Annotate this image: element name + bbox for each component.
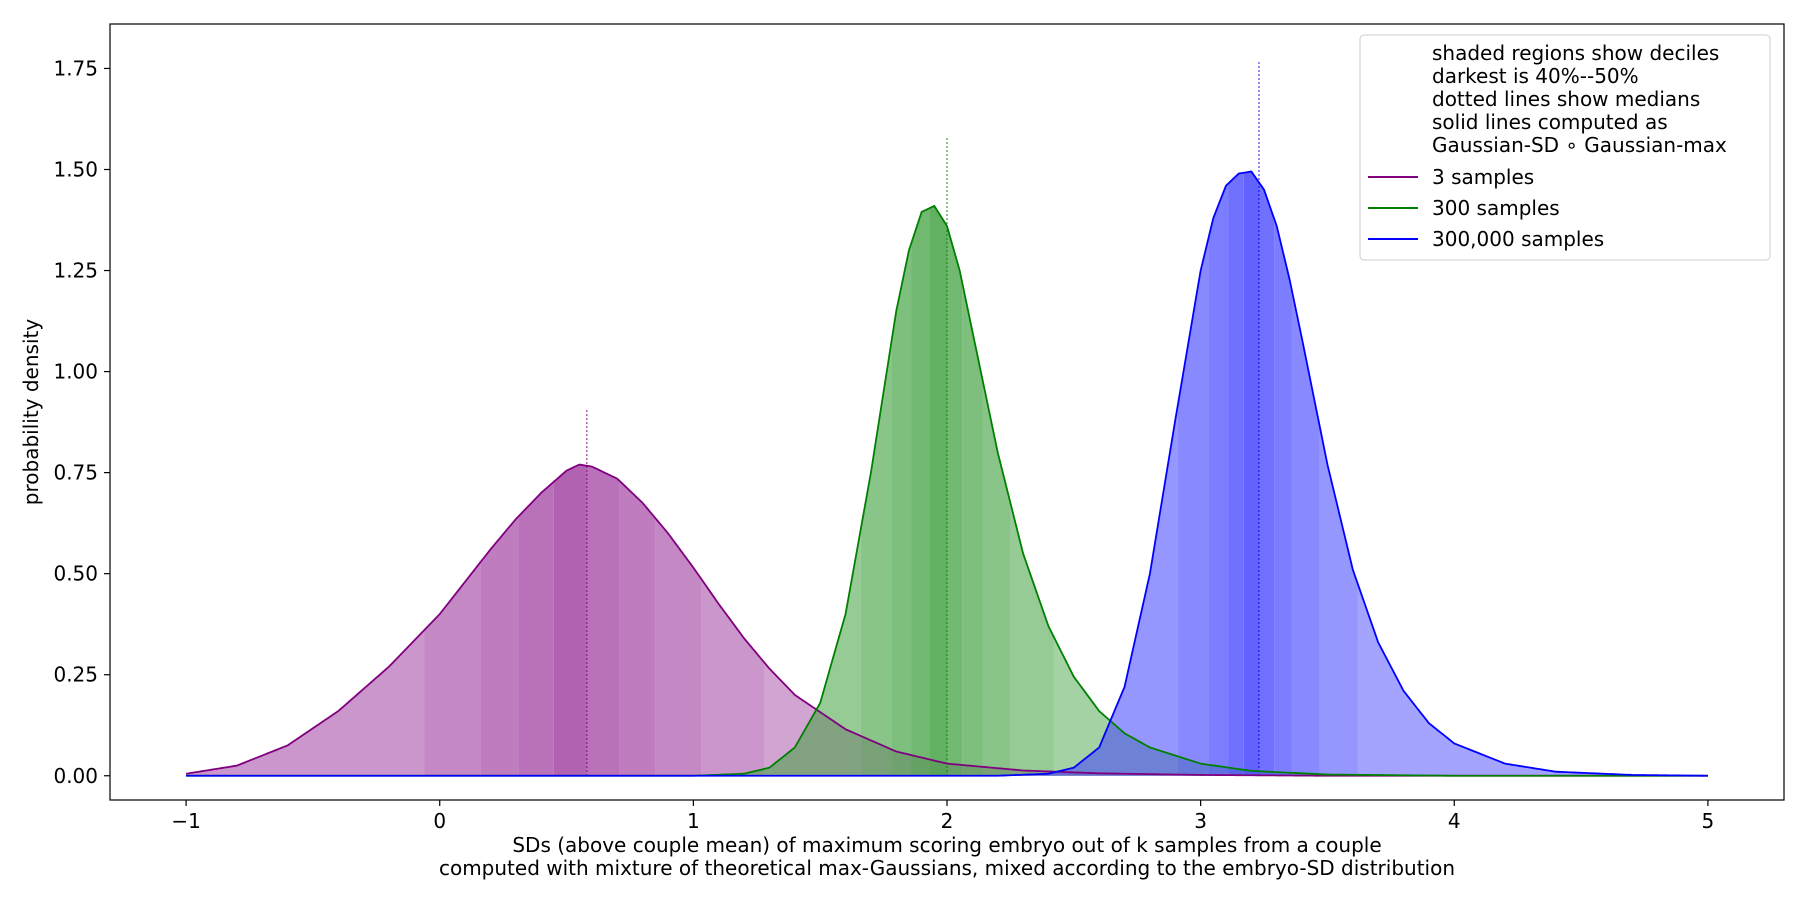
y-tick-label-0: 0.00: [53, 764, 98, 788]
300-000-samples-decile-9-band: [1319, 426, 1358, 776]
300-000-samples-decile-4-band: [1228, 172, 1244, 776]
300-000-samples-decile-2-band: [1177, 239, 1209, 776]
legend-note-4: solid lines computed as: [1432, 110, 1668, 134]
300-samples-decile-8-band: [982, 379, 1011, 776]
3-samples-decile-7-band: [619, 481, 656, 776]
legend-label-300-samples: 300 samples: [1432, 196, 1560, 220]
y-axis-label: probability density: [19, 319, 43, 506]
3-samples-decile-6-band: [586, 465, 620, 776]
300-samples-decile-6-band: [947, 226, 963, 776]
300-000-samples-decile-7-band: [1274, 218, 1292, 776]
300-samples-decile-9-band: [1010, 502, 1054, 776]
3-samples-decile-3-band: [480, 516, 519, 776]
300-000-samples-decile-6-band: [1258, 182, 1275, 776]
plot-area: [185, 62, 1708, 777]
300-samples-decile-1-band: [186, 529, 861, 776]
3-samples-decile-8-band: [655, 518, 701, 776]
3-samples-decile-4-band: [518, 481, 554, 776]
y-tick-label-4: 1.00: [53, 360, 98, 384]
x-tick-label-2: 1: [687, 809, 700, 833]
legend-note-2: darkest is 40%--50%: [1432, 64, 1639, 88]
legend: shaded regions show deciles darkest is 4…: [1359, 34, 1771, 261]
legend-label-3-samples: 3 samples: [1432, 165, 1534, 189]
legend-note-1: shaded regions show deciles: [1432, 41, 1719, 65]
y-tick-label-5: 1.25: [53, 259, 98, 283]
y-tick-label-7: 1.75: [53, 56, 98, 80]
y-tick-label-2: 0.50: [53, 562, 98, 586]
3-samples-decile-9-band: [700, 578, 765, 776]
300-samples-decile-2-band: [860, 343, 892, 776]
y-tick-label-1: 0.25: [53, 663, 98, 687]
3-samples-decile-2-band: [424, 562, 481, 776]
300-samples-decile-5-band: [929, 205, 947, 776]
x-axis-label-line-1: SDs (above couple mean) of maximum scori…: [512, 833, 1381, 857]
300-samples-decile-4-band: [911, 208, 930, 776]
legend-note-5: Gaussian-SD ∘ Gaussian-max: [1432, 133, 1727, 157]
300-000-samples-decile-10-band: [1357, 584, 1708, 776]
300-000-samples-decile-8-band: [1291, 290, 1320, 776]
x-axis-label-line-2: computed with mixture of theoretical max…: [439, 856, 1455, 880]
y-tick-label-6: 1.50: [53, 158, 98, 182]
y-tick-label-3: 0.75: [53, 461, 98, 485]
x-tick-label-3: 2: [941, 809, 954, 833]
x-tick-label-4: 3: [1194, 809, 1207, 833]
x-tick-label-6: 5: [1702, 809, 1715, 833]
axes: −1 0 1 2 3 4 5 0.00 0.25 0.50 0.75 1.00 1.25 1.50 1.75: [53, 56, 1714, 833]
300-samples-decile-3-band: [891, 242, 912, 776]
legend-box: [1359, 34, 1771, 261]
legend-note-3: dotted lines show medians: [1432, 87, 1700, 111]
300-samples-decile-7-band: [962, 282, 983, 776]
3-samples-decile-1-band: [186, 629, 425, 776]
3-samples-decile-5-band: [553, 464, 587, 776]
x-tick-label-5: 4: [1448, 809, 1461, 833]
x-tick-label-0: −1: [171, 809, 200, 833]
300-000-samples-decile-5-band: [1243, 171, 1259, 776]
300-000-samples-decile-3-band: [1208, 183, 1229, 776]
legend-label-300000-samples: 300,000 samples: [1432, 227, 1604, 251]
300-000-samples-density-curve: [186, 170, 1708, 777]
x-tick-label-1: 0: [433, 809, 446, 833]
